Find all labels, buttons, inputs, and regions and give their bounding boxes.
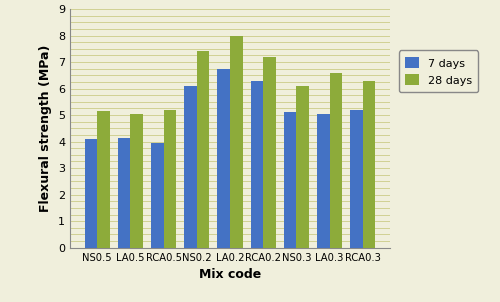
Bar [118,138,130,248]
Y-axis label: Flexural strength (MPa): Flexural strength (MPa) [40,45,52,212]
X-axis label: Mix code: Mix code [199,268,261,281]
Legend: 7 days, 28 days: 7 days, 28 days [399,50,478,92]
Bar [296,86,309,248]
Bar [164,110,176,248]
Bar [130,114,143,248]
Bar [230,36,242,248]
Bar [284,112,296,248]
Bar [218,69,230,248]
Bar [97,111,110,248]
Bar [151,143,164,248]
Bar [350,110,363,248]
Bar [84,139,97,248]
Bar [317,114,330,248]
Bar [250,81,263,248]
Bar [263,57,276,248]
Bar [330,73,342,248]
Bar [363,81,376,248]
Bar [197,51,209,248]
Bar [184,86,197,248]
